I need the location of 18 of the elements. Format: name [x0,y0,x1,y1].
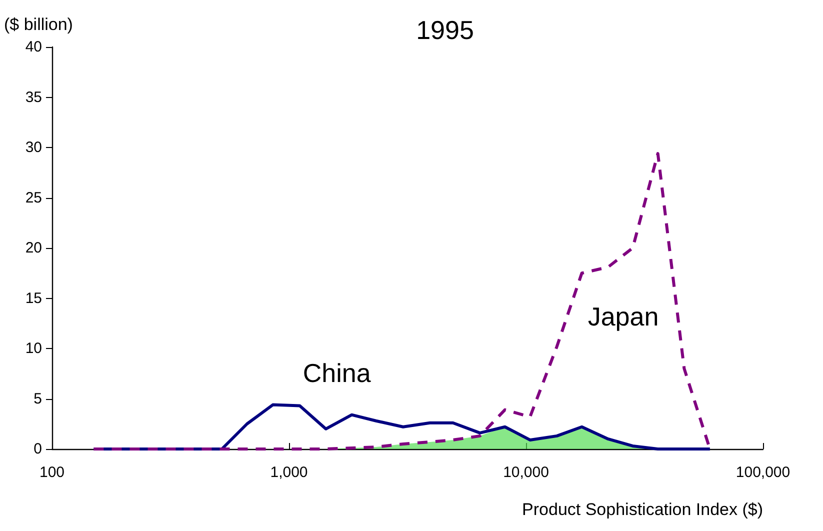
x-tick-label: 1,000 [270,464,308,481]
x-tick-label: 10,000 [503,464,549,481]
chart-title: 1995 [416,15,474,45]
y-axis-title: ($ billion) [4,15,73,34]
series-label: Japan [588,302,659,332]
y-tick-label: 40 [25,38,42,56]
x-tick-label: 100 [39,464,65,481]
y-tick-label: 30 [25,139,42,156]
y-tick-label: 25 [25,189,42,206]
series-label: China [302,358,372,388]
x-tick-label: 100,000 [736,464,790,481]
y-tick-label: 20 [25,240,42,256]
y-tick-label: 15 [25,290,42,307]
y-tick-label: 10 [25,340,42,357]
x-axis-title: Product Sophistication Index ($) [522,500,763,519]
y-tick-label: 35 [25,88,42,106]
y-tick-label: 0 [34,440,42,458]
y-tick-label: 5 [34,390,42,408]
